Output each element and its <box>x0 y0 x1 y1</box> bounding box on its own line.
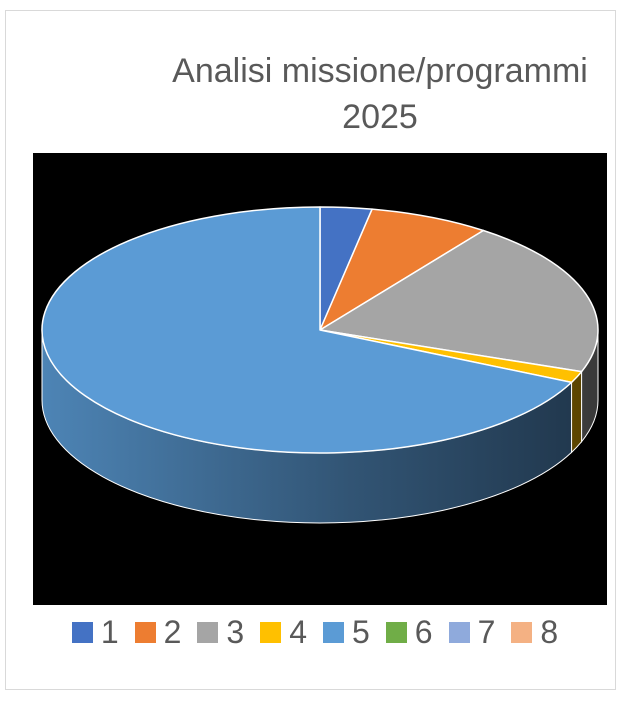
legend-label: 8 <box>540 614 559 650</box>
chart-title: Analisi missione/programmi 2025 <box>172 52 588 136</box>
legend: 1 2 3 4 5 6 7 8 <box>30 614 600 651</box>
legend-swatch <box>134 622 156 643</box>
legend-swatch <box>511 622 533 643</box>
legend-item: 4 <box>260 614 307 651</box>
legend-swatch <box>71 622 93 643</box>
slice <box>41 206 573 454</box>
legend-label: 1 <box>100 614 119 650</box>
slice-side <box>571 370 583 454</box>
legend-label: 3 <box>226 614 245 650</box>
legend-swatch <box>323 622 344 643</box>
slice <box>319 229 599 373</box>
legend-item: 3 <box>197 614 244 651</box>
legend-swatch <box>448 622 470 643</box>
legend-item: 6 <box>385 614 433 651</box>
legend-label: 6 <box>414 614 433 650</box>
legend-item: 1 <box>71 614 119 651</box>
slice <box>319 208 485 331</box>
chart-frame <box>5 10 616 690</box>
legend-label: 7 <box>477 614 496 650</box>
legend-label: 2 <box>163 614 182 650</box>
slice-tops <box>41 206 599 454</box>
legend-swatch <box>260 622 282 643</box>
legend-label: 4 <box>289 614 307 650</box>
legend-swatch <box>197 622 219 643</box>
legend-item: 8 <box>511 614 558 651</box>
legend-item: 7 <box>448 614 496 651</box>
legend-label: 5 <box>352 614 370 650</box>
legend-swatch <box>385 622 407 643</box>
plot-area <box>33 153 607 605</box>
legend-item: 5 <box>323 614 370 651</box>
legend-item: 2 <box>134 614 182 651</box>
